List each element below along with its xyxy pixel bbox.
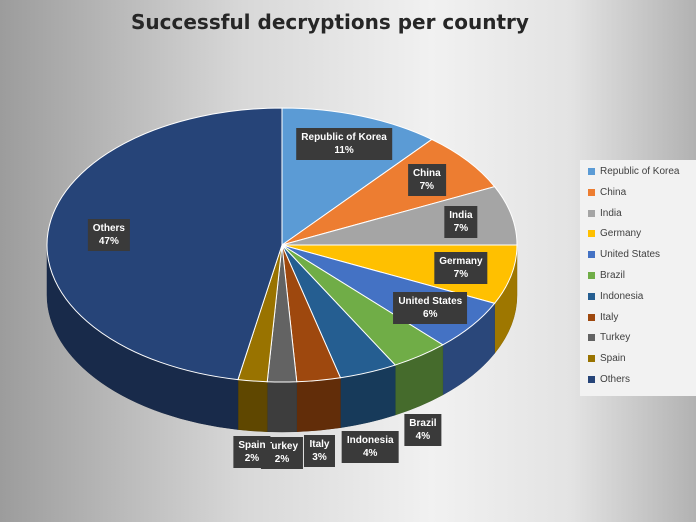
data-label-india: India 7% bbox=[444, 205, 478, 238]
data-label-others: Others 47% bbox=[87, 219, 130, 252]
legend-label: Republic of Korea bbox=[600, 166, 680, 177]
legend-item-others: Others bbox=[588, 374, 630, 385]
pie-top-slices bbox=[46, 107, 518, 383]
data-label-value: 2% bbox=[274, 453, 290, 465]
data-label-value: 6% bbox=[423, 308, 438, 320]
legend-swatch bbox=[588, 376, 595, 383]
data-label-italy: Italy 3% bbox=[304, 435, 335, 468]
legend-swatch bbox=[588, 355, 595, 363]
legend-swatch bbox=[588, 272, 595, 279]
data-label-spain: Spain 2% bbox=[233, 435, 271, 468]
legend-item-indonesia: Indonesia bbox=[588, 291, 643, 302]
data-label-value: 47% bbox=[98, 236, 119, 248]
data-label-value: 11% bbox=[334, 145, 354, 157]
data-label-category: Germany bbox=[439, 256, 483, 268]
data-label-category: Turkey bbox=[265, 440, 299, 452]
chart-title: Successful decryptions per country bbox=[131, 10, 529, 34]
data-label-category: India bbox=[449, 209, 473, 221]
data-label-value: 4% bbox=[363, 447, 378, 459]
pie-side-italy bbox=[296, 377, 341, 432]
data-label-category: China bbox=[412, 167, 441, 179]
legend-label: Turkey bbox=[600, 332, 631, 344]
legend-swatch bbox=[588, 313, 595, 321]
legend-swatch bbox=[588, 209, 595, 217]
legend-item-brazil: Brazil bbox=[588, 270, 625, 281]
data-label-value: 3% bbox=[312, 452, 327, 464]
pie-side-walls bbox=[46, 244, 518, 433]
legend-item-united-states: United States bbox=[588, 249, 660, 260]
pie-side-turkey bbox=[266, 381, 298, 433]
data-label-value: 7% bbox=[453, 269, 469, 281]
legend-item-germany: Germany bbox=[588, 228, 641, 239]
data-label-brazil: Brazil 4% bbox=[404, 414, 442, 447]
legend-swatch bbox=[588, 230, 595, 238]
legend-item-italy: Italy bbox=[588, 312, 618, 323]
legend-label: India bbox=[600, 207, 622, 219]
legend-label: Others bbox=[600, 374, 631, 385]
data-label-united-states: United States 6% bbox=[393, 291, 468, 324]
data-label-germany: Germany 7% bbox=[434, 252, 488, 285]
legend-label: Indonesia bbox=[600, 290, 644, 302]
legend-label: Spain bbox=[600, 353, 626, 365]
legend-swatch bbox=[588, 188, 595, 196]
legend: Republic of Korea China India Germany United… bbox=[580, 160, 696, 396]
data-label-category: Indonesia bbox=[346, 434, 394, 446]
data-label-category: Brazil bbox=[409, 418, 437, 430]
data-label-value: 7% bbox=[453, 222, 469, 234]
data-label-china: China 7% bbox=[407, 163, 446, 196]
pie-side-spain bbox=[237, 379, 268, 432]
data-label-category: Italy bbox=[309, 439, 330, 451]
legend-item-china: China bbox=[588, 187, 626, 198]
data-label-category: Spain bbox=[238, 439, 266, 451]
legend-swatch bbox=[588, 168, 595, 175]
pie-slice-others bbox=[46, 107, 283, 381]
legend-swatch bbox=[588, 292, 595, 300]
data-label-value: 2% bbox=[244, 452, 260, 464]
legend-item-spain: Spain bbox=[588, 353, 626, 364]
data-label-value: 4% bbox=[415, 431, 431, 443]
legend-label: Germany bbox=[600, 228, 642, 240]
legend-item-turkey: Turkey bbox=[588, 332, 630, 343]
data-label-indonesia: Indonesia 4% bbox=[341, 430, 399, 463]
legend-item-india: India bbox=[588, 208, 622, 219]
legend-label: United States bbox=[600, 249, 661, 261]
data-label-category: Republic of Korea bbox=[301, 132, 387, 144]
legend-label: Brazil bbox=[600, 270, 626, 281]
data-label-category: Others bbox=[92, 223, 125, 235]
data-label-value: 7% bbox=[419, 180, 435, 192]
legend-label: China bbox=[600, 186, 627, 198]
data-label-category: United States bbox=[398, 295, 463, 307]
legend-swatch bbox=[588, 334, 595, 342]
data-label-republic-of-korea: Republic of Korea 11% bbox=[296, 128, 392, 161]
legend-item-republic-of-korea: Republic of Korea bbox=[588, 166, 680, 177]
legend-swatch bbox=[588, 251, 595, 259]
legend-label: Italy bbox=[600, 311, 619, 323]
